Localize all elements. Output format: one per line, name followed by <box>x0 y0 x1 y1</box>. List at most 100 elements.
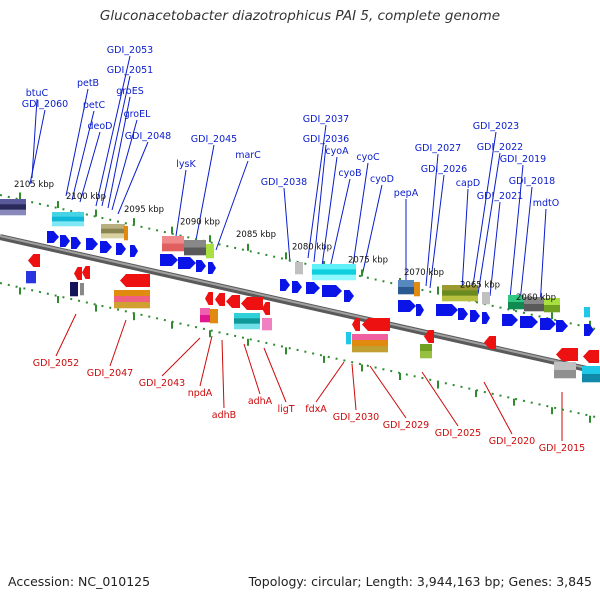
gene-label-bottom: GDI_2015 <box>539 443 585 454</box>
gene-label-top: GDI_2026 <box>421 164 467 175</box>
kbp-tick-label: 2090 kbp <box>180 218 220 228</box>
forward-gene-arrow <box>178 257 196 269</box>
feature-block <box>162 236 184 244</box>
genome-summary: Topology: circular; Length: 3,944,163 bp… <box>248 574 592 589</box>
kbp-tick-label: 2095 kbp <box>124 205 164 215</box>
feature-block <box>582 374 600 383</box>
gene-label-top: lysK <box>176 159 196 170</box>
feature-block <box>184 240 206 248</box>
forward-gene-arrow <box>502 314 518 326</box>
top-label-connector <box>31 98 38 179</box>
top-label-connector <box>215 160 249 251</box>
reverse-gene-arrow <box>352 318 360 331</box>
feature-block <box>420 351 432 359</box>
forward-gene-arrow <box>280 279 290 291</box>
gene-label-top: capD <box>456 178 480 189</box>
reverse-gene-arrow <box>82 266 90 279</box>
kbp-tick-label: 2065 kbp <box>460 281 500 291</box>
top-label-connector <box>307 124 327 259</box>
forward-gene-arrow <box>436 304 458 316</box>
feature-block <box>295 262 303 275</box>
feature-block <box>26 271 36 284</box>
feature-block <box>312 274 356 281</box>
forward-gene-arrow <box>556 320 568 332</box>
feature-block <box>352 346 388 353</box>
gene-label-bottom: adhB <box>212 410 236 421</box>
feature-block <box>52 216 84 222</box>
gene-label-bottom: ligT <box>277 404 294 415</box>
reverse-gene-arrow <box>120 274 150 287</box>
kbp-tick-label: 2100 kbp <box>66 192 106 202</box>
reverse-gene-arrow <box>74 267 82 280</box>
reverse-gene-arrow <box>556 348 578 361</box>
reverse-gene-arrow <box>205 292 213 305</box>
gene-label-top: GDI_2022 <box>477 142 523 153</box>
top-label-connector <box>509 164 524 299</box>
reverse-gene-arrow <box>424 330 434 343</box>
label-connectors <box>29 55 563 441</box>
bottom-label-connector <box>263 347 287 403</box>
gene-label-top: pepA <box>394 188 419 199</box>
top-label-connector <box>71 110 95 201</box>
gene-label-top: GDI_2019 <box>500 154 546 165</box>
bottom-label-connector <box>483 381 513 435</box>
kbp-tick-label: 2105 kbp <box>14 180 54 190</box>
feature-block <box>544 305 560 313</box>
forward-gene-arrow <box>306 282 320 294</box>
kbp-tick-label: 2075 kbp <box>348 255 388 265</box>
backbone-line <box>0 235 600 372</box>
forward-gene-arrow <box>520 316 538 328</box>
top-label-connector <box>425 153 439 287</box>
feature-block <box>584 307 590 318</box>
forward-gene-arrow <box>416 304 424 316</box>
feature-block <box>554 362 576 371</box>
forward-gene-arrow <box>196 260 206 272</box>
top-label-connector <box>111 119 138 211</box>
top-label-connector <box>519 186 533 303</box>
forward-gene-arrow <box>130 245 138 257</box>
feature-block <box>346 332 351 345</box>
gene-label-top: GDI_2048 <box>125 131 171 142</box>
gene-label-top: petB <box>77 78 99 89</box>
gene-label-top: groES <box>116 86 144 97</box>
feature-block <box>234 323 260 330</box>
top-label-connector <box>321 156 338 267</box>
bottom-label-connector <box>369 365 407 419</box>
backbone-group <box>0 234 600 375</box>
ruler-line-0 <box>0 194 600 331</box>
forward-gene-arrow <box>160 254 178 266</box>
forward-gene-arrow <box>208 262 216 274</box>
gene-label-bottom: GDI_2020 <box>489 436 535 447</box>
gene-label-top: GDI_2023 <box>473 121 519 132</box>
gene-label-top: GDI_2021 <box>477 191 523 202</box>
gene-label-top: mdtO <box>533 198 560 209</box>
feature-block <box>0 199 26 205</box>
feature-block <box>524 304 544 312</box>
feature-block <box>420 344 432 352</box>
top-label-connector <box>539 208 547 307</box>
gene-label-top: cyoD <box>370 174 394 185</box>
feature-block <box>101 224 125 229</box>
kbp-tick-label: 2070 kbp <box>404 268 444 278</box>
gene-label-bottom: npdA <box>188 388 213 399</box>
feature-block <box>0 204 26 210</box>
top-label-connector <box>477 152 501 295</box>
reverse-gene-arrow <box>28 254 40 267</box>
feature-block <box>414 282 420 297</box>
feature-block <box>200 315 210 323</box>
page-title: Gluconacetobacter diazotrophicus PAI 5, … <box>99 8 501 24</box>
gene-label-top: cyoA <box>325 146 349 157</box>
gene-label-bottom: GDI_2043 <box>139 378 185 389</box>
top-label-connector <box>101 75 131 207</box>
top-label-connector <box>313 144 327 263</box>
gene-label-bottom: GDI_2025 <box>435 428 481 439</box>
reverse-gene-arrow <box>583 350 599 363</box>
kbp-tick-label: 2080 kbp <box>292 243 332 253</box>
bottom-label-connector <box>315 361 345 403</box>
kbp-tick-label: 2060 kbp <box>516 293 556 303</box>
forward-gene-arrow <box>100 241 112 253</box>
top-label-connector <box>107 96 131 209</box>
top-label-connector <box>351 162 369 273</box>
feature-block <box>206 244 214 259</box>
top-label-connector <box>283 187 291 263</box>
